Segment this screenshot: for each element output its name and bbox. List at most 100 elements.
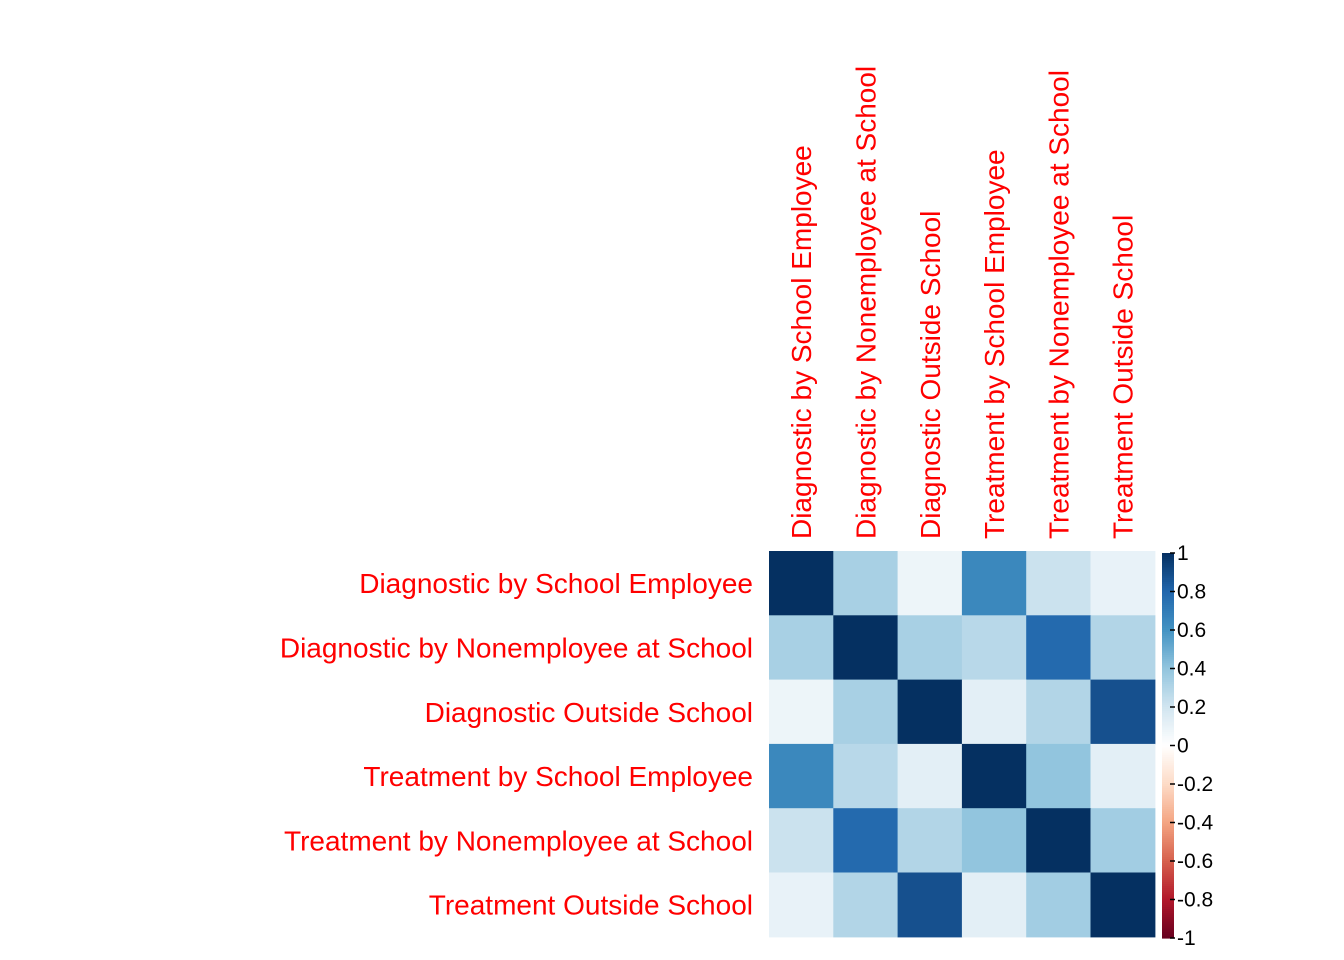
colorbar-segment: [1162, 720, 1174, 723]
colorbar-segment: [1162, 710, 1174, 714]
colorbar-segment: [1162, 782, 1174, 785]
colorbar-segment: [1162, 597, 1174, 600]
colorbar-segment: [1162, 643, 1174, 646]
colorbar-segment: [1162, 703, 1174, 706]
colorbar-segment: [1162, 583, 1174, 587]
colorbar-segment: [1162, 751, 1174, 754]
colorbar-segment: [1162, 620, 1174, 623]
colorbar-segment: [1162, 554, 1174, 558]
colorbar-segment: [1162, 857, 1174, 860]
row-label: Treatment by Nonemployee at School: [284, 825, 753, 856]
colorbar-segment: [1162, 820, 1174, 824]
colorbar-tick-label: 0.2: [1177, 696, 1206, 719]
heatmap-cell-r6-c5: [1026, 872, 1092, 938]
heatmap-cells: [769, 551, 1156, 938]
colorbar-segment: [1162, 639, 1174, 643]
colorbar-segment: [1162, 930, 1174, 933]
colorbar-segment: [1162, 872, 1174, 876]
colorbar-segment: [1162, 701, 1174, 704]
heatmap-cell-r5-c5: [1026, 808, 1092, 874]
colorbar-segment: [1162, 809, 1174, 812]
colorbar-segment: [1162, 626, 1174, 629]
colorbar-segment: [1162, 737, 1174, 741]
colorbar-segment: [1162, 724, 1174, 727]
heatmap-cell-r1-c4: [961, 551, 1027, 616]
colorbar-segment: [1162, 574, 1174, 577]
colorbar-segment: [1162, 562, 1174, 566]
row-label: Treatment by School Employee: [363, 761, 753, 792]
colorbar-segment: [1162, 616, 1174, 620]
colorbar-segment: [1162, 897, 1174, 901]
colorbar-segment: [1162, 695, 1174, 698]
colorbar-segment: [1162, 637, 1174, 641]
colorbar-segment: [1162, 564, 1174, 568]
colorbar-segment: [1162, 699, 1174, 702]
colorbar-segment: [1162, 889, 1174, 893]
heatmap-cell-r1-c3: [897, 551, 963, 616]
colorbar-segment: [1162, 914, 1174, 918]
colorbar-segment: [1162, 705, 1174, 708]
colorbar-segment: [1162, 776, 1174, 779]
colorbar-segment: [1162, 909, 1174, 912]
colorbar-segment: [1162, 843, 1174, 847]
colorbar-tick-label: 0.4: [1177, 658, 1207, 681]
colorbar-segment: [1162, 762, 1174, 766]
colorbar-segment: [1162, 785, 1174, 789]
heatmap-cell-r5-c4: [961, 808, 1027, 874]
colorbar-segment: [1162, 932, 1174, 935]
colorbar-segment: [1162, 826, 1174, 829]
colorbar-segment: [1162, 624, 1174, 627]
colorbar-segment: [1162, 560, 1174, 564]
colorbar-segment: [1162, 828, 1174, 831]
colorbar-segment: [1162, 668, 1174, 672]
colorbar-segment: [1162, 920, 1174, 924]
colorbar-segment: [1162, 812, 1174, 816]
colorbar-segment: [1162, 576, 1174, 579]
colorbar-segment: [1162, 834, 1174, 837]
colorbar-tick-label: 0: [1177, 735, 1189, 758]
colorbar-segment: [1162, 824, 1174, 827]
colorbar-segment: [1162, 712, 1174, 716]
colorbar-segment: [1162, 735, 1174, 739]
heatmap-cell-r2-c4: [961, 615, 1027, 681]
colorbar-segment: [1162, 599, 1174, 602]
colorbar-segment: [1162, 603, 1174, 606]
heatmap-cell-r2-c6: [1090, 615, 1156, 681]
colorbar-segment: [1162, 670, 1174, 673]
colorbar-segment: [1162, 934, 1174, 937]
colorbar-segment: [1162, 593, 1174, 596]
colorbar-segment: [1162, 579, 1174, 583]
colorbar-segment: [1162, 936, 1174, 939]
colorbar-segment: [1162, 866, 1174, 870]
row-label: Diagnostic Outside School: [425, 697, 753, 728]
colorbar-segment: [1162, 801, 1174, 804]
colorbar-segment: [1162, 689, 1174, 693]
colorbar-segment: [1162, 837, 1174, 841]
colorbar-segment: [1162, 807, 1174, 810]
colorbar-segment: [1162, 739, 1174, 743]
colorbar-segment: [1162, 678, 1174, 681]
colorbar-segment: [1162, 774, 1174, 777]
colorbar-segment: [1162, 693, 1174, 697]
colorbar-segment: [1162, 839, 1174, 843]
colorbar-tick-label: 0.8: [1177, 581, 1206, 604]
colorbar-segment: [1162, 635, 1174, 639]
colorbar-segment: [1162, 926, 1174, 929]
colorbar-segment: [1162, 728, 1174, 731]
colorbar-segment: [1162, 708, 1174, 712]
colorbar-segment: [1162, 641, 1174, 645]
colorbar-segment: [1162, 697, 1174, 700]
colorbar-segment: [1162, 658, 1174, 662]
colorbar-segment: [1162, 655, 1174, 658]
colorbar-segment: [1162, 660, 1174, 664]
colorbar-segment: [1162, 816, 1174, 820]
row-label: Diagnostic by Nonemployee at School: [280, 632, 753, 663]
column-label: Diagnostic by School Employee: [786, 145, 817, 539]
colorbar-segment: [1162, 628, 1174, 631]
colorbar-segment: [1162, 606, 1174, 610]
heatmap-cell-r4-c6: [1090, 743, 1156, 809]
heatmap-cell-r1-c5: [1026, 551, 1092, 616]
colorbar-segment: [1162, 830, 1174, 833]
colorbar-segment: [1162, 772, 1174, 775]
